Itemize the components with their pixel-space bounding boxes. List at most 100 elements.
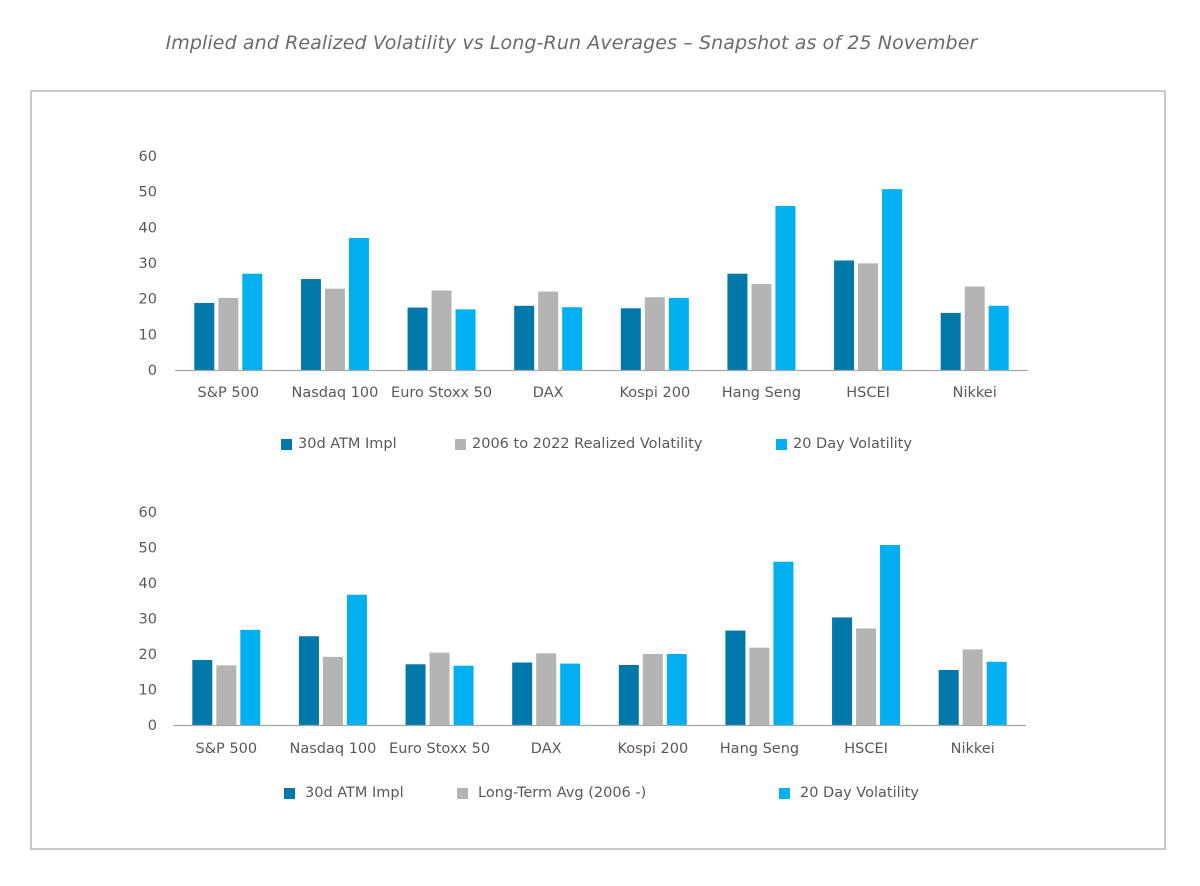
bar (986, 661, 1007, 725)
bar (618, 665, 639, 725)
legend-label: 30d ATM Impl (298, 436, 397, 452)
bar (300, 279, 321, 370)
bar (938, 669, 959, 725)
bar (194, 302, 215, 370)
x-tick-label: Nasdaq 100 (290, 741, 377, 757)
chart-1-legend-item: 2006 to 2022 Realized Volatility (455, 436, 702, 452)
bar (644, 297, 665, 370)
bar (431, 290, 452, 370)
bar (216, 665, 237, 725)
bar (962, 649, 983, 725)
chart-2-legend-item: 20 Day Volatility (779, 785, 919, 801)
bar (405, 664, 426, 725)
bar (218, 297, 239, 370)
legend-swatch (281, 438, 292, 450)
page-title: Implied and Realized Volatility vs Long-… (165, 32, 978, 54)
bar (751, 284, 772, 370)
bar (514, 305, 535, 370)
bar (298, 636, 319, 725)
bar (988, 305, 1009, 370)
x-tick-label: Euro Stoxx 50 (391, 385, 492, 401)
x-tick-label: Euro Stoxx 50 (389, 741, 490, 757)
bar (192, 660, 213, 725)
bar (775, 205, 796, 370)
bar (560, 663, 581, 725)
x-tick-label: S&P 500 (198, 385, 260, 401)
y-tick-label: 10 (139, 327, 157, 343)
chart-1-legend-item: 30d ATM Impl (281, 436, 397, 452)
bar (322, 656, 343, 725)
bar (620, 308, 641, 370)
bar (832, 617, 853, 725)
y-tick-label: 20 (139, 647, 157, 663)
bar (940, 312, 961, 370)
x-tick-label: S&P 500 (196, 741, 258, 757)
bar (346, 594, 367, 725)
y-tick-label: 20 (139, 292, 157, 308)
y-tick-label: 10 (139, 683, 157, 699)
chart-1-legend-item: 20 Day Volatility (776, 436, 912, 452)
chart-2-legend-item: 30d ATM Impl (284, 785, 404, 801)
bar (668, 297, 689, 370)
y-tick-label: 40 (139, 220, 157, 236)
x-tick-label: Nikkei (951, 741, 995, 757)
bar (727, 273, 748, 370)
bar (538, 291, 559, 370)
x-tick-label: Kospi 200 (619, 385, 690, 401)
y-tick-label: 30 (139, 256, 157, 272)
x-tick-label: Nasdaq 100 (292, 385, 379, 401)
bar (512, 662, 533, 725)
bar (562, 307, 583, 370)
legend-swatch (776, 438, 787, 450)
legend-label: 20 Day Volatility (800, 785, 919, 801)
x-tick-label: DAX (533, 385, 564, 401)
chart-2-legend-item: Long-Term Avg (2006 -) (457, 785, 646, 801)
bar (964, 286, 985, 370)
bar (856, 628, 877, 725)
chart-1-legend: 30d ATM Impl 2006 to 2022 Realized Volat… (0, 435, 1200, 455)
bar (882, 189, 903, 370)
chart-2-legend: 30d ATM Impl Long-Term Avg (2006 -) 20 D… (0, 784, 1200, 804)
legend-label: 30d ATM Impl (305, 785, 404, 801)
bar (324, 288, 345, 370)
y-tick-label: 30 (139, 612, 157, 628)
legend-label: 20 Day Volatility (793, 436, 912, 452)
x-tick-label: DAX (531, 741, 562, 757)
y-tick-label: 60 (139, 149, 157, 165)
bar (858, 263, 879, 370)
bar (773, 561, 794, 725)
legend-label: Long-Term Avg (2006 -) (478, 785, 647, 801)
bar (240, 629, 261, 725)
bar (666, 654, 687, 725)
bar (407, 307, 428, 370)
y-tick-label: 50 (139, 541, 157, 557)
bar (749, 647, 770, 725)
legend-label: 2006 to 2022 Realized Volatility (472, 436, 703, 452)
chart-frame (30, 90, 1166, 850)
x-tick-label: Hang Seng (722, 385, 801, 401)
x-tick-label: HSCEI (846, 385, 890, 401)
legend-swatch (779, 787, 790, 799)
legend-swatch (284, 787, 295, 799)
bar (642, 654, 663, 725)
x-tick-label: Kospi 200 (617, 741, 688, 757)
bar (242, 273, 263, 370)
y-tick-label: 40 (139, 576, 157, 592)
bar (834, 260, 855, 370)
bar (455, 309, 476, 370)
legend-swatch (455, 438, 466, 450)
bar (348, 238, 369, 370)
bar (453, 665, 474, 725)
x-tick-label: Hang Seng (720, 741, 799, 757)
x-tick-label: Nikkei (953, 385, 997, 401)
bar (725, 630, 746, 725)
bar (536, 653, 557, 725)
y-tick-label: 0 (148, 718, 157, 734)
y-tick-label: 60 (139, 505, 157, 521)
legend-swatch (457, 787, 468, 799)
bar (880, 545, 901, 725)
bar (429, 652, 450, 725)
y-tick-label: 50 (139, 185, 157, 201)
